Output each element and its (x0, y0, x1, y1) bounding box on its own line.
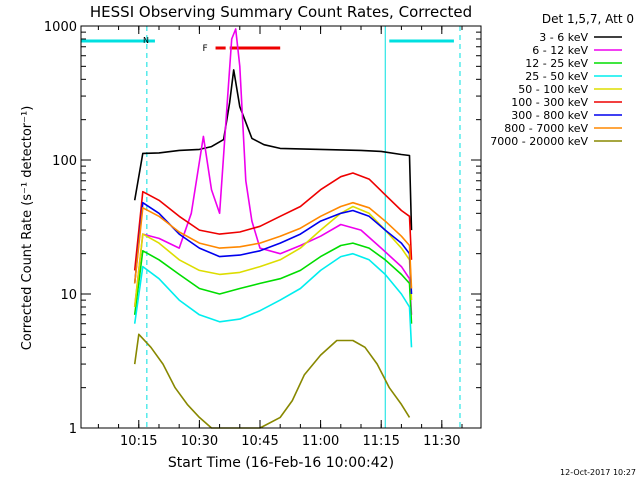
annotation-layer: NF (80, 26, 461, 428)
series-line-8 (133, 333, 411, 429)
legend-label-6: 300 - 800 keV (511, 109, 588, 122)
legend-title: Det 1,5,7, Att 0 (542, 12, 634, 26)
legend-label-3: 25 - 50 keV (525, 70, 588, 83)
series-line-3 (133, 252, 413, 348)
series-line-7 (133, 201, 413, 289)
plot-frame (80, 25, 482, 429)
series-line-4 (133, 205, 413, 308)
series-line-6 (133, 201, 413, 295)
chart-title: HESSI Observing Summary Count Rates, Cor… (90, 3, 472, 21)
legend-label-5: 100 - 300 keV (511, 96, 588, 109)
series-line-5 (133, 172, 413, 271)
legend-label-1: 6 - 12 keV (532, 44, 588, 57)
x-tick-label-5: 11:30 (423, 434, 460, 449)
legend-label-0: 3 - 6 keV (539, 31, 588, 44)
x-tick-label-1: 10:30 (181, 434, 218, 449)
legend-label-7: 800 - 7000 keV (504, 122, 588, 135)
y-tick-label-1: 10 (60, 288, 77, 303)
flare-label: F (203, 44, 208, 54)
y-tick-label-2: 100 (52, 154, 77, 169)
footer-date: 12-Oct-2017 10:27 (560, 468, 636, 477)
x-tick-label-0: 10:15 (120, 434, 157, 449)
x-axis-label: Start Time (16-Feb-16 10:00:42) (168, 455, 394, 471)
series-line-2 (133, 242, 413, 324)
legend-label-4: 50 - 100 keV (518, 83, 588, 96)
series-layer (133, 28, 413, 429)
x-tick-label-4: 11:15 (362, 434, 399, 449)
legend-label-2: 12 - 25 keV (525, 57, 588, 70)
y-axis-label: Corrected Count Rate (s⁻¹ detector⁻¹) (20, 106, 35, 351)
night-label: N (143, 36, 149, 45)
y-tick-label-0: 1 (69, 422, 77, 437)
x-tick-label-3: 11:00 (302, 434, 339, 449)
axis-layer: 10:15 10:30 10:45 11:00 11:15 11:30 1 10 100 1000 (44, 20, 481, 449)
series-line-1 (133, 28, 413, 315)
legend-label-8: 7000 - 20000 keV (490, 135, 588, 148)
x-tick-label-2: 10:45 (241, 434, 278, 449)
series-line-0 (133, 69, 413, 231)
y-tick-label-3: 1000 (44, 20, 77, 35)
